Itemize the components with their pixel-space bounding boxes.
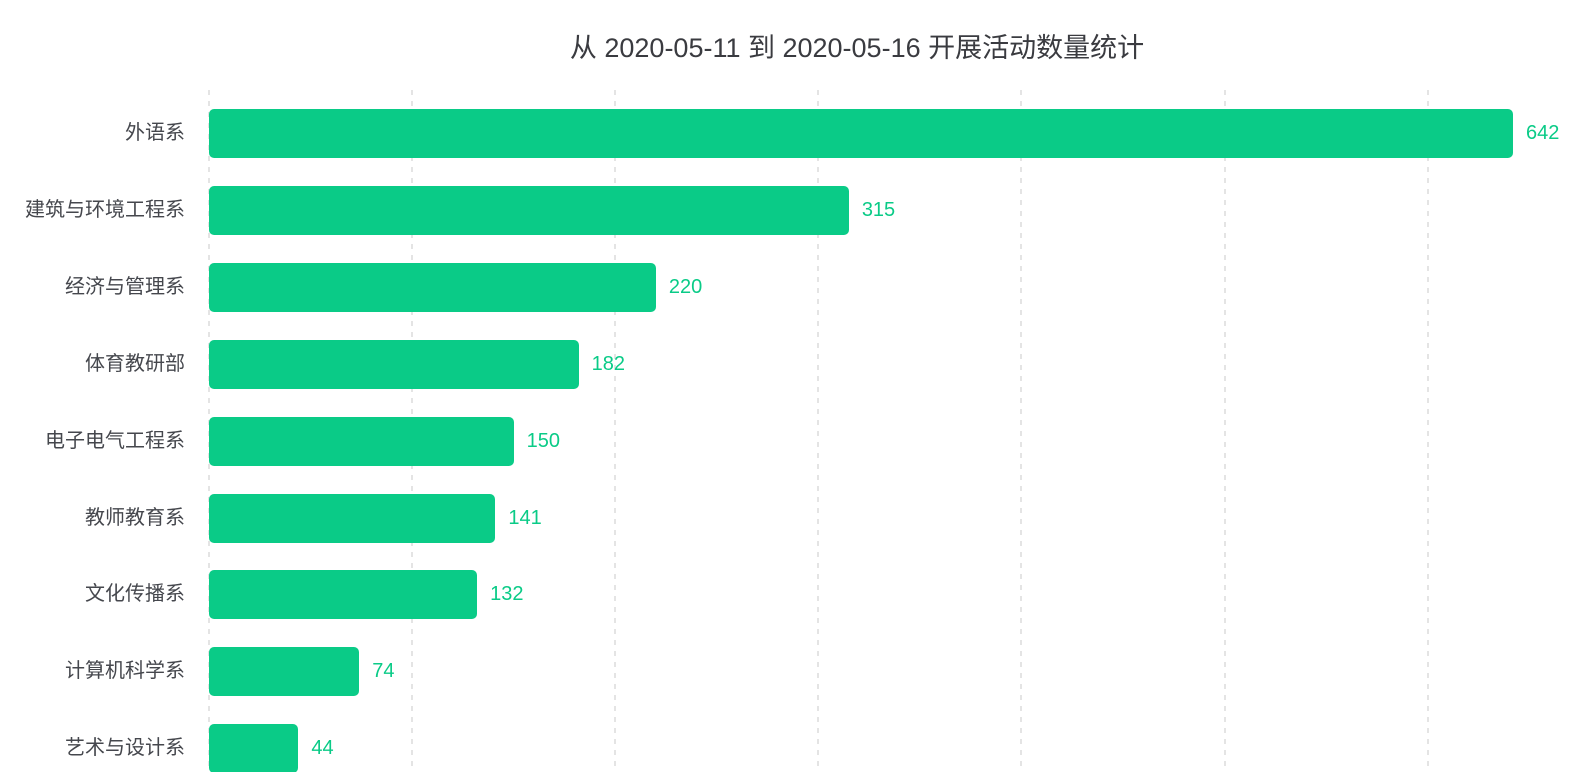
bar <box>209 185 849 235</box>
category-label: 建筑与环境工程系 <box>25 198 185 221</box>
gridline <box>614 90 617 772</box>
bar <box>209 339 579 389</box>
category-label: 计算机科学系 <box>65 660 185 683</box>
value-label: 642 <box>1526 122 1560 144</box>
gridline <box>1426 90 1429 772</box>
value-label: 74 <box>372 660 395 683</box>
bar <box>209 570 478 620</box>
category-label: 体育教研部 <box>85 352 185 375</box>
value-label: 220 <box>668 275 703 298</box>
bar <box>209 416 514 466</box>
bar-row: 体育教研部 182 <box>0 339 1574 389</box>
bar-row: 文化传播系 132 <box>0 570 1574 620</box>
bar-row: 经济与管理系 220 <box>0 262 1574 312</box>
chart-title: 从 2020-05-11 到 2020-05-16 开展活动数量统计 <box>569 33 1145 63</box>
value-label: 182 <box>591 352 626 375</box>
bar-row: 教师教育系 141 <box>0 493 1574 543</box>
bar <box>209 724 299 772</box>
bar <box>209 109 1514 158</box>
gridline <box>1223 90 1226 772</box>
gridline <box>817 90 820 772</box>
bar-row: 艺术与设计系 44 <box>0 724 1574 772</box>
bar-row: 建筑与环境工程系 315 <box>0 185 1574 235</box>
category-label: 文化传播系 <box>85 583 185 606</box>
bar-row: 外语系 642 <box>0 109 1574 158</box>
value-label: 150 <box>526 429 561 452</box>
bar-row: 电子电气工程系 150 <box>0 416 1574 466</box>
gridline <box>1020 90 1023 772</box>
category-label: 经济与管理系 <box>65 275 185 298</box>
value-label: 315 <box>861 198 896 221</box>
bar-row: 计算机科学系 74 <box>0 647 1574 697</box>
bar <box>209 493 496 543</box>
value-label: 141 <box>508 506 542 529</box>
category-label: 艺术与设计系 <box>65 737 185 760</box>
value-label: 132 <box>490 583 524 606</box>
category-label: 教师教育系 <box>85 506 185 529</box>
value-label: 44 <box>311 737 334 760</box>
bar <box>209 647 360 697</box>
bar <box>209 262 656 312</box>
category-label: 电子电气工程系 <box>45 429 185 452</box>
category-label: 外语系 <box>125 122 185 144</box>
